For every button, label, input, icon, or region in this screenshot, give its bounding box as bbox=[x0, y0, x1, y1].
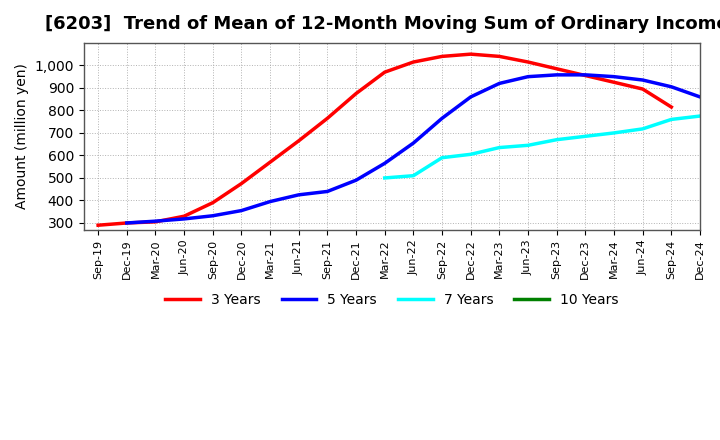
7 Years bbox=[610, 130, 618, 136]
5 Years bbox=[467, 94, 475, 99]
7 Years bbox=[639, 126, 647, 132]
5 Years bbox=[380, 161, 389, 166]
3 Years bbox=[495, 54, 504, 59]
5 Years bbox=[696, 94, 704, 99]
5 Years bbox=[523, 74, 532, 79]
3 Years bbox=[523, 59, 532, 65]
3 Years bbox=[438, 54, 446, 59]
Title: [6203]  Trend of Mean of 12-Month Moving Sum of Ordinary Incomes: [6203] Trend of Mean of 12-Month Moving … bbox=[45, 15, 720, 33]
Legend: 3 Years, 5 Years, 7 Years, 10 Years: 3 Years, 5 Years, 7 Years, 10 Years bbox=[160, 287, 624, 312]
3 Years bbox=[380, 70, 389, 75]
7 Years bbox=[467, 152, 475, 157]
3 Years bbox=[610, 80, 618, 85]
5 Years bbox=[122, 220, 131, 226]
3 Years bbox=[639, 86, 647, 92]
3 Years bbox=[581, 73, 590, 78]
7 Years bbox=[581, 134, 590, 139]
3 Years bbox=[294, 138, 303, 143]
Line: 3 Years: 3 Years bbox=[98, 54, 671, 225]
7 Years bbox=[438, 155, 446, 160]
5 Years bbox=[552, 72, 561, 77]
3 Years bbox=[552, 66, 561, 71]
5 Years bbox=[409, 140, 418, 146]
3 Years bbox=[122, 220, 131, 226]
3 Years bbox=[352, 91, 361, 96]
5 Years bbox=[237, 208, 246, 213]
7 Years bbox=[380, 175, 389, 180]
5 Years bbox=[208, 213, 217, 218]
5 Years bbox=[323, 189, 332, 194]
5 Years bbox=[151, 219, 160, 224]
7 Years bbox=[409, 173, 418, 178]
Line: 5 Years: 5 Years bbox=[127, 75, 700, 223]
3 Years bbox=[266, 160, 274, 165]
5 Years bbox=[294, 192, 303, 198]
5 Years bbox=[610, 74, 618, 79]
5 Years bbox=[352, 178, 361, 183]
3 Years bbox=[409, 59, 418, 65]
3 Years bbox=[667, 104, 675, 110]
5 Years bbox=[639, 77, 647, 83]
5 Years bbox=[266, 199, 274, 204]
3 Years bbox=[237, 181, 246, 186]
7 Years bbox=[667, 117, 675, 122]
Y-axis label: Amount (million yen): Amount (million yen) bbox=[15, 63, 29, 209]
5 Years bbox=[581, 72, 590, 77]
7 Years bbox=[552, 137, 561, 142]
5 Years bbox=[667, 84, 675, 89]
3 Years bbox=[151, 219, 160, 224]
3 Years bbox=[208, 200, 217, 205]
7 Years bbox=[696, 114, 704, 119]
7 Years bbox=[523, 143, 532, 148]
3 Years bbox=[323, 116, 332, 121]
7 Years bbox=[495, 145, 504, 150]
3 Years bbox=[467, 51, 475, 57]
3 Years bbox=[94, 223, 102, 228]
5 Years bbox=[438, 116, 446, 121]
3 Years bbox=[180, 213, 189, 219]
5 Years bbox=[495, 81, 504, 86]
5 Years bbox=[180, 216, 189, 222]
Line: 7 Years: 7 Years bbox=[384, 116, 700, 178]
